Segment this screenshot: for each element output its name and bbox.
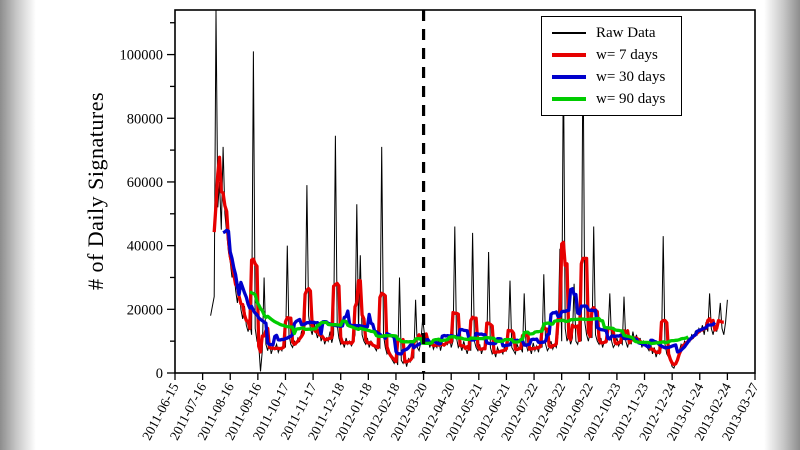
y-tick-label: 100000: [120, 48, 164, 64]
y-tick-label: 40000: [127, 239, 163, 255]
legend-row-w7: w= 7 days: [552, 47, 665, 63]
raw-data-line-sample: [552, 32, 586, 34]
y-axis-title: # of Daily Signatures: [83, 91, 108, 291]
w7-line-sample: [552, 53, 586, 57]
y-tick-label: 20000: [127, 302, 163, 318]
legend-label-raw: Raw Data: [596, 25, 656, 41]
legend-label-w30: w= 30 days: [596, 69, 666, 85]
legend-row-raw: Raw Data: [552, 25, 665, 41]
y-tick-label: 60000: [127, 175, 163, 191]
w90-line-sample: [552, 97, 586, 101]
w30-line-sample: [552, 75, 586, 79]
y-tick-label: 80000: [127, 111, 163, 127]
legend-label-w7: w= 7 days: [596, 47, 658, 63]
ma-90-line: [249, 290, 690, 346]
ma-30-line: [222, 228, 717, 356]
y-tick-label: 0: [156, 366, 163, 382]
legend-row-w30: w= 30 days: [552, 69, 665, 85]
legend: Raw Data w= 7 days w= 30 days w= 90 days: [541, 16, 683, 116]
plot-frame: [174, 9, 756, 374]
legend-row-w90: w= 90 days: [552, 91, 665, 107]
legend-label-w90: w= 90 days: [596, 91, 666, 107]
